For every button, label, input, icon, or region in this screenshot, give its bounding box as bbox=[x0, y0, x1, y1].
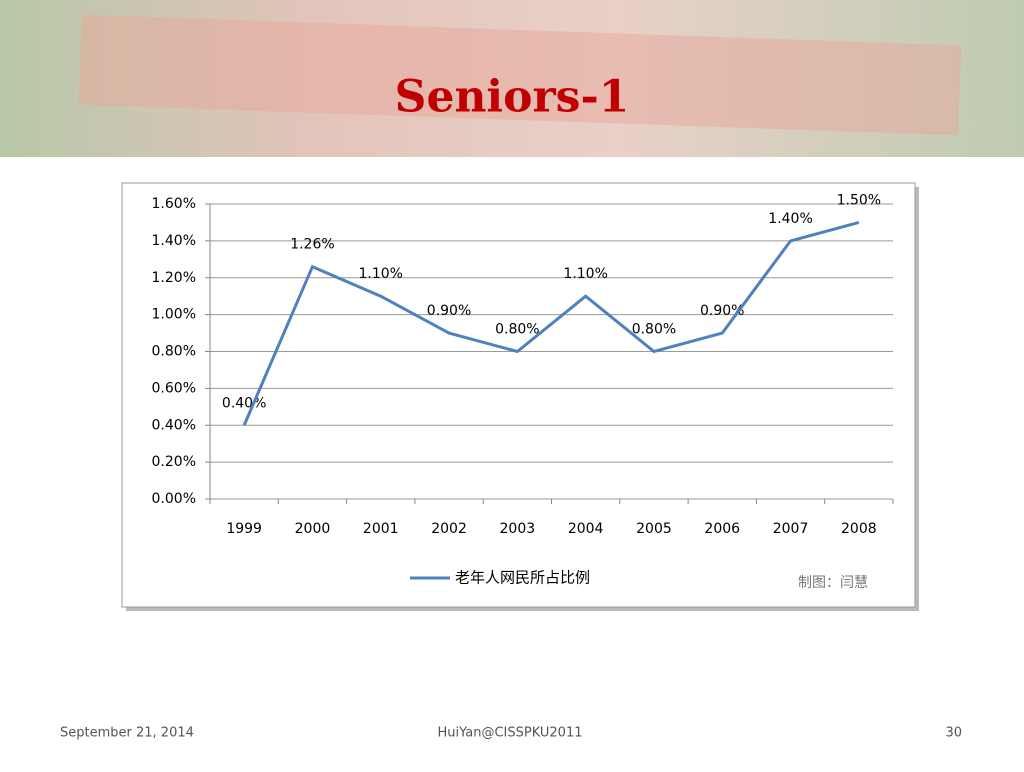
data-label: 0.90% bbox=[427, 303, 471, 319]
data-label: 0.90% bbox=[700, 303, 744, 319]
banner-cloth bbox=[78, 14, 962, 136]
data-label: 1.26% bbox=[290, 237, 334, 253]
y-tick-label: 1.00% bbox=[152, 307, 196, 323]
data-label: 1.40% bbox=[768, 211, 812, 227]
chart-credit: 制图：闫慧 bbox=[798, 575, 868, 591]
x-tick-label: 2006 bbox=[704, 521, 740, 537]
data-label: 1.50% bbox=[837, 192, 881, 208]
y-tick-label: 0.20% bbox=[152, 454, 196, 470]
slide-title: Seniors-1 bbox=[395, 72, 630, 123]
y-tick-label: 0.60% bbox=[152, 380, 196, 396]
y-tick-label: 1.20% bbox=[152, 270, 196, 286]
y-tick-label: 0.80% bbox=[152, 344, 196, 360]
footer-author: HuiYan@CISSPKU2011 bbox=[437, 726, 582, 741]
data-label: 1.10% bbox=[563, 266, 607, 282]
data-line bbox=[242, 220, 860, 426]
data-label: 0.80% bbox=[495, 322, 539, 338]
footer-date: September 21, 2014 bbox=[60, 726, 194, 741]
data-label: 0.80% bbox=[632, 322, 676, 338]
x-tick-label: 1999 bbox=[226, 521, 262, 537]
y-tick-label: 0.00% bbox=[152, 491, 196, 507]
footer-page: 30 bbox=[945, 726, 962, 741]
y-tick-label: 1.60% bbox=[152, 196, 196, 212]
x-tick-label: 2004 bbox=[568, 521, 604, 537]
data-label: 0.40% bbox=[222, 395, 266, 411]
data-label: 1.10% bbox=[359, 266, 403, 282]
x-tick-label: 2003 bbox=[500, 521, 536, 537]
legend-label: 老年人网民所占比例 bbox=[455, 569, 590, 587]
x-tick-label: 2000 bbox=[295, 521, 331, 537]
y-tick-label: 0.40% bbox=[152, 417, 196, 433]
x-tick-label: 2002 bbox=[431, 521, 467, 537]
x-tick-label: 2007 bbox=[773, 521, 809, 537]
x-tick-label: 2008 bbox=[841, 521, 877, 537]
y-tick-label: 1.40% bbox=[152, 233, 196, 249]
x-tick-label: 2001 bbox=[363, 521, 399, 537]
x-tick-label: 2005 bbox=[636, 521, 672, 537]
